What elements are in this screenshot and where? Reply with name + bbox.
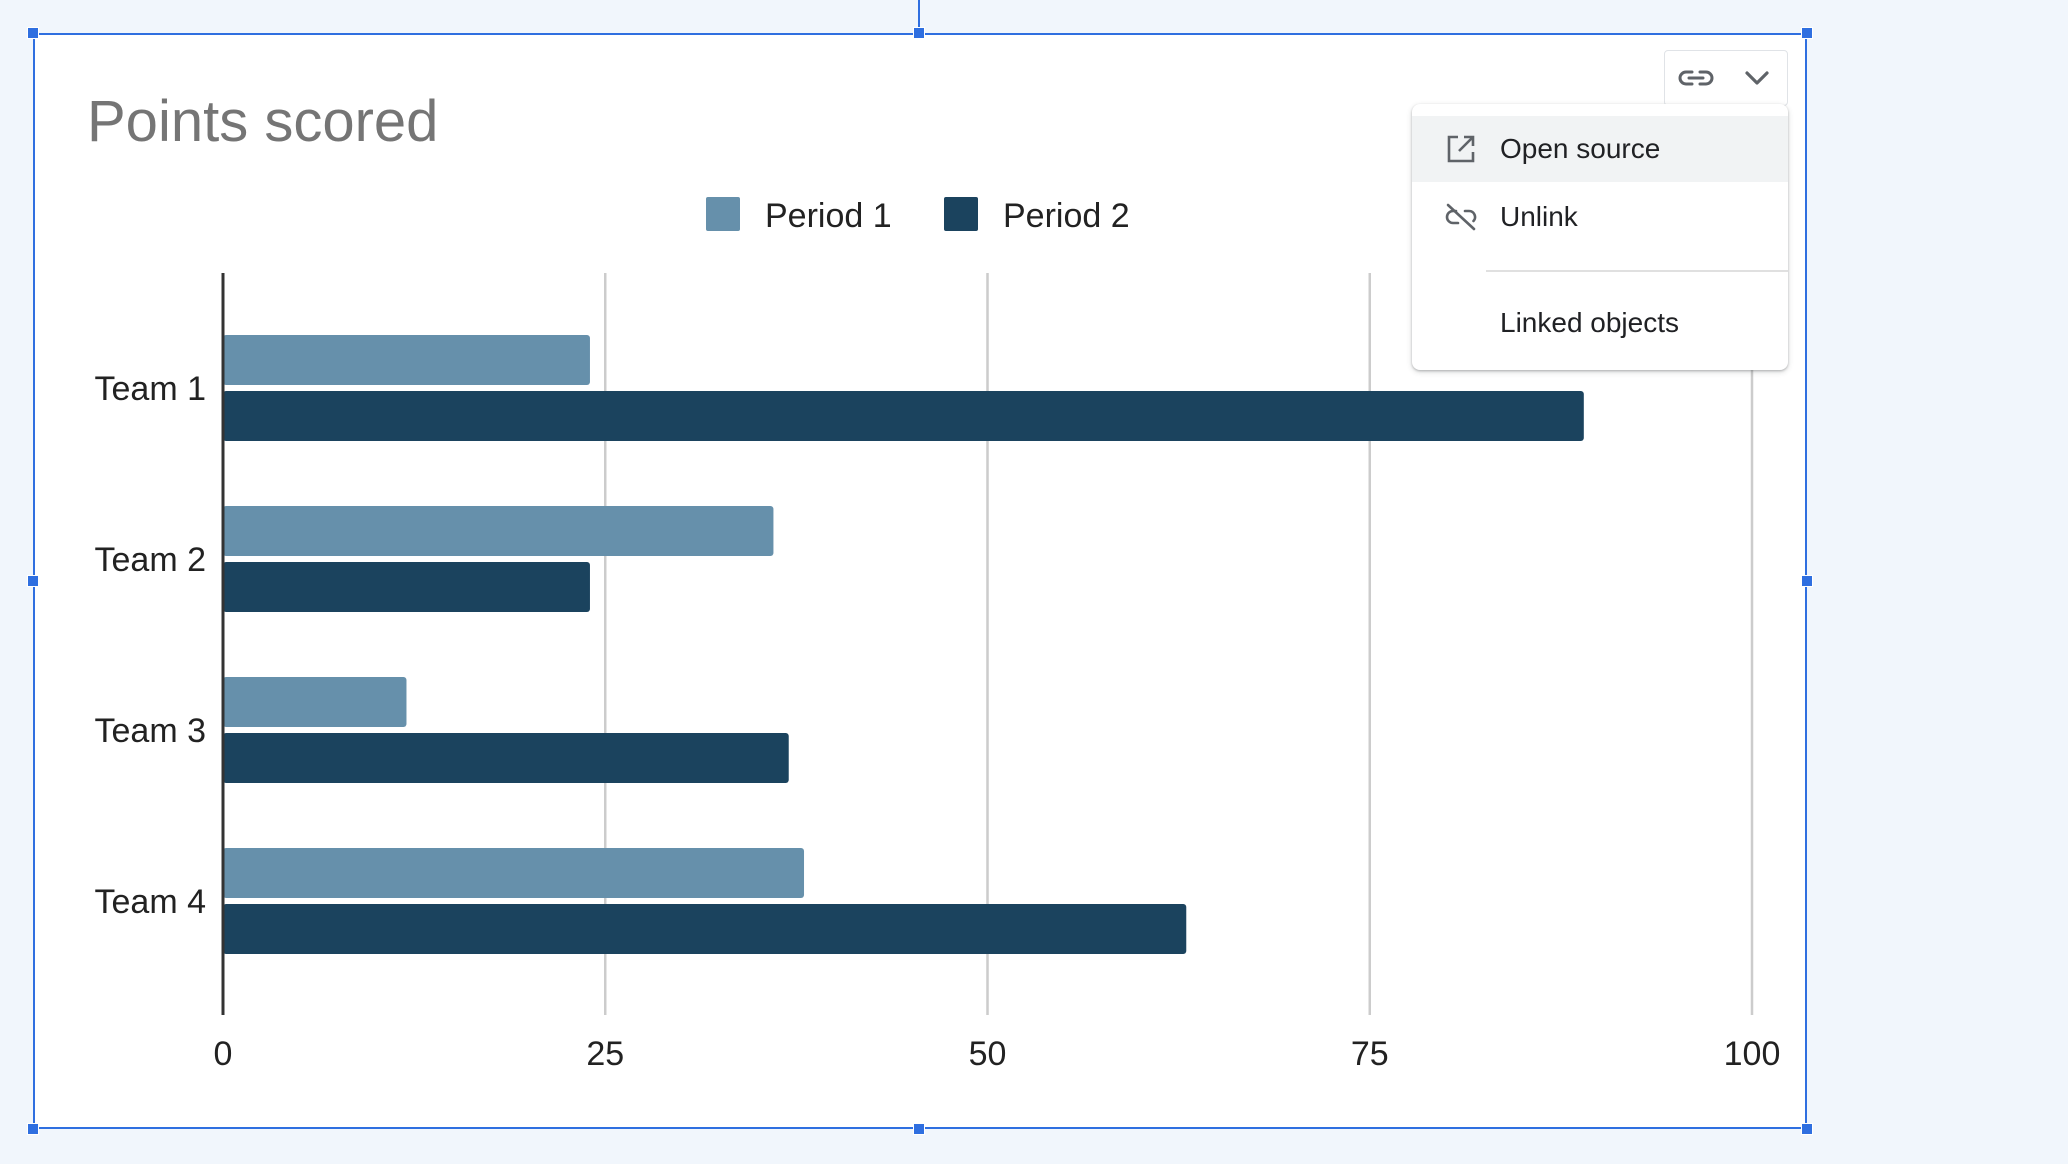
bar-period-1-team-2: [223, 506, 774, 556]
legend-label: Period 1: [765, 197, 892, 235]
open-in-new-icon: [1444, 132, 1478, 166]
link-options-menu: Open source Unlink Linked objects: [1412, 104, 1788, 370]
menu-item-unlink[interactable]: Unlink: [1412, 184, 1788, 250]
x-tick-label: 75: [1351, 1035, 1389, 1073]
y-category-label: Team 3: [95, 712, 207, 750]
resize-handle-middle-left[interactable]: [27, 575, 39, 587]
x-tick-label: 100: [1724, 1035, 1781, 1073]
bar-period-2-team-3: [223, 733, 789, 783]
link-off-icon: [1444, 200, 1478, 234]
resize-handle-top-right[interactable]: [1801, 27, 1813, 39]
menu-item-linked-objects[interactable]: Linked objects: [1412, 290, 1788, 356]
bar-period-1-team-4: [223, 848, 805, 898]
bar-period-1-team-3: [223, 677, 407, 727]
menu-item-label: Open source: [1500, 133, 1661, 164]
menu-divider: [1486, 270, 1788, 272]
resize-handle-bottom-center[interactable]: [913, 1123, 925, 1135]
menu-item-label: Linked objects: [1500, 307, 1680, 338]
resize-handle-top-left[interactable]: [27, 27, 39, 39]
resize-handle-top-center[interactable]: [913, 27, 925, 39]
legend-swatch: [706, 197, 740, 231]
bar-period-2-team-2: [223, 562, 590, 612]
bar-period-2-team-1: [223, 391, 1584, 441]
bar-period-2-team-4: [223, 904, 1187, 954]
bar-period-1-team-1: [223, 335, 590, 385]
menu-item-open-source[interactable]: Open source: [1412, 116, 1788, 182]
resize-handle-bottom-right[interactable]: [1801, 1123, 1813, 1135]
resize-handle-middle-right[interactable]: [1801, 575, 1813, 587]
x-tick-label: 0: [214, 1035, 233, 1073]
x-tick-label: 25: [586, 1035, 624, 1073]
link-icon: [1678, 70, 1713, 86]
chart-title: Points scored: [87, 89, 439, 154]
chevron-down-icon: [1744, 71, 1769, 85]
x-tick-label: 50: [969, 1035, 1007, 1073]
menu-item-label: Unlink: [1500, 201, 1578, 232]
y-category-label: Team 1: [95, 370, 207, 408]
link-toolbar: [1664, 50, 1788, 106]
link-dropdown-button[interactable]: [1726, 50, 1787, 106]
legend-swatch: [944, 197, 978, 231]
link-button[interactable]: [1665, 50, 1726, 106]
rotation-stem: [918, 0, 920, 33]
y-category-label: Team 4: [95, 883, 207, 921]
y-category-label: Team 2: [95, 541, 207, 579]
resize-handle-bottom-left[interactable]: [27, 1123, 39, 1135]
legend-label: Period 2: [1003, 197, 1130, 235]
